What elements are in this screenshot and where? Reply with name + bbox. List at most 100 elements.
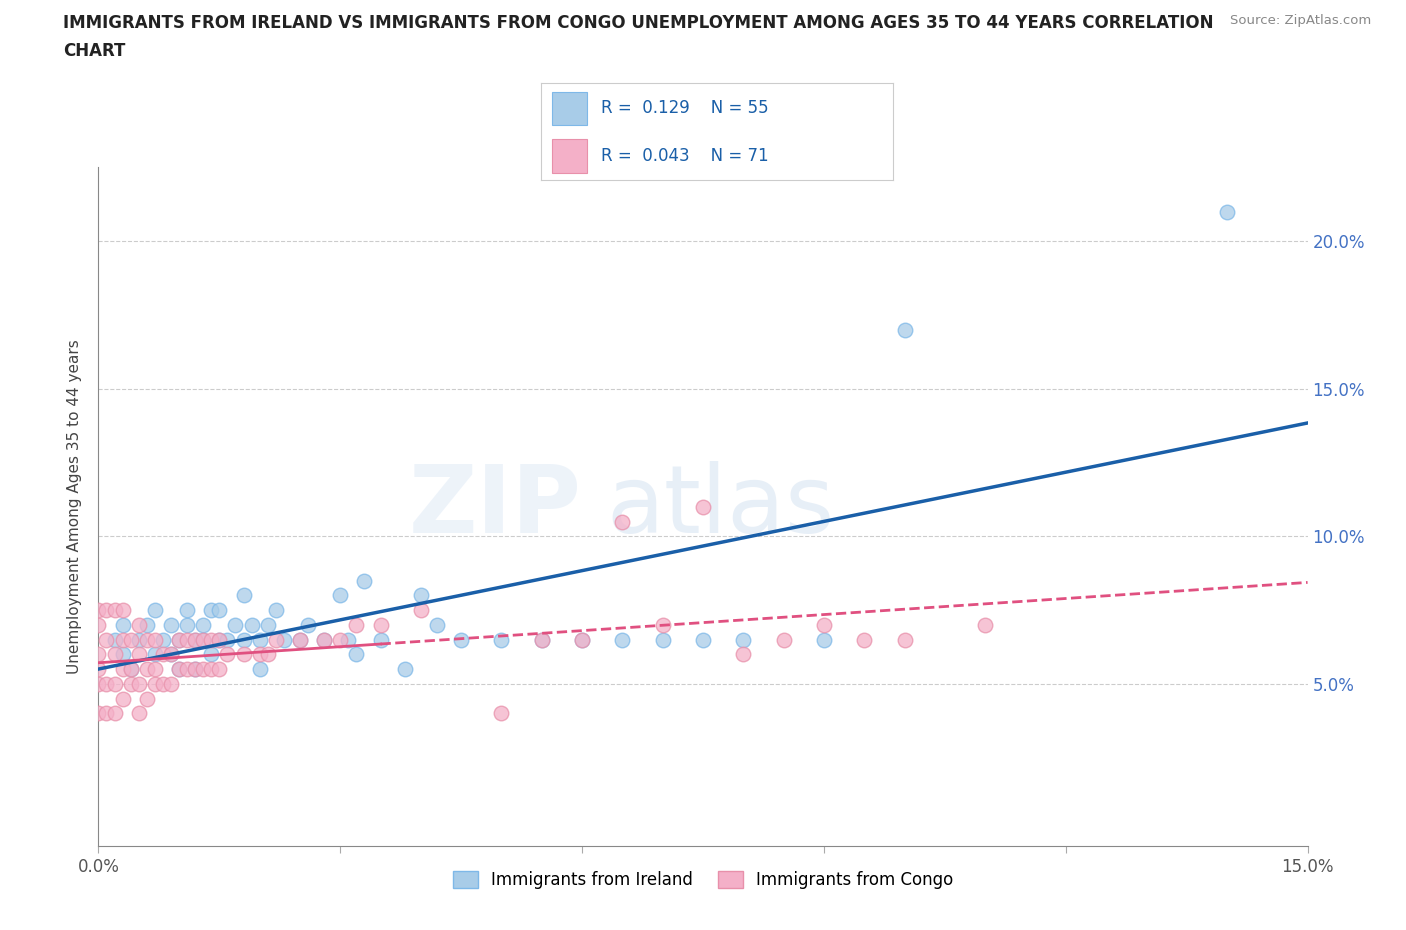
Point	[651, 632, 673, 647]
Legend: Immigrants from Ireland, Immigrants from Congo: Immigrants from Ireland, Immigrants from…	[446, 864, 960, 896]
Point	[200, 647, 222, 662]
Text: ZIP: ZIP	[409, 461, 582, 552]
Point	[264, 603, 287, 618]
Point	[111, 691, 134, 706]
Point	[111, 632, 134, 647]
Point	[249, 632, 271, 647]
Point	[176, 632, 198, 647]
Point	[530, 632, 553, 647]
Point	[143, 603, 166, 618]
Point	[135, 662, 157, 677]
Point	[208, 632, 231, 647]
Point	[232, 647, 254, 662]
Point	[111, 647, 134, 662]
FancyBboxPatch shape	[551, 91, 588, 125]
Point	[217, 632, 239, 647]
Point	[135, 618, 157, 632]
Text: R =  0.043    N = 71: R = 0.043 N = 71	[602, 147, 769, 165]
Point	[87, 603, 110, 618]
Y-axis label: Unemployment Among Ages 35 to 44 years: Unemployment Among Ages 35 to 44 years	[67, 339, 83, 674]
Point	[167, 662, 190, 677]
Point	[103, 647, 125, 662]
Point	[135, 691, 157, 706]
Point	[344, 647, 367, 662]
Point	[184, 662, 207, 677]
Point	[176, 618, 198, 632]
Point	[152, 647, 174, 662]
Point	[208, 603, 231, 618]
Text: R =  0.129    N = 55: R = 0.129 N = 55	[602, 100, 769, 117]
Point	[160, 647, 183, 662]
Point	[530, 632, 553, 647]
Point	[733, 647, 755, 662]
Point	[249, 647, 271, 662]
Point	[273, 632, 295, 647]
Point	[96, 706, 118, 721]
Point	[337, 632, 360, 647]
Point	[571, 632, 593, 647]
Point	[491, 706, 513, 721]
Point	[288, 632, 311, 647]
Point	[160, 647, 183, 662]
Point	[974, 618, 997, 632]
Point	[1216, 205, 1239, 219]
Point	[297, 618, 319, 632]
Point	[409, 603, 432, 618]
Point	[200, 603, 222, 618]
Point	[450, 632, 472, 647]
Point	[120, 662, 142, 677]
Point	[176, 603, 198, 618]
Point	[491, 632, 513, 647]
Point	[184, 632, 207, 647]
Point	[208, 632, 231, 647]
Point	[256, 647, 278, 662]
Point	[96, 676, 118, 691]
Point	[184, 662, 207, 677]
Point	[167, 632, 190, 647]
Point	[612, 632, 634, 647]
Point	[370, 618, 392, 632]
Point	[893, 323, 915, 338]
Point	[111, 662, 134, 677]
Text: atlas: atlas	[606, 461, 835, 552]
Point	[193, 618, 215, 632]
Point	[288, 632, 311, 647]
Point	[111, 603, 134, 618]
Point	[87, 662, 110, 677]
Point	[692, 632, 714, 647]
Point	[853, 632, 876, 647]
Point	[813, 632, 835, 647]
Point	[409, 588, 432, 603]
Point	[128, 632, 150, 647]
Point	[813, 618, 835, 632]
Point	[612, 514, 634, 529]
Point	[87, 647, 110, 662]
Point	[240, 618, 263, 632]
Point	[135, 632, 157, 647]
Text: CHART: CHART	[63, 42, 125, 60]
Point	[370, 632, 392, 647]
Point	[651, 618, 673, 632]
Point	[143, 662, 166, 677]
Point	[208, 662, 231, 677]
Text: IMMIGRANTS FROM IRELAND VS IMMIGRANTS FROM CONGO UNEMPLOYMENT AMONG AGES 35 TO 4: IMMIGRANTS FROM IRELAND VS IMMIGRANTS FR…	[63, 14, 1213, 32]
Point	[314, 632, 336, 647]
Point	[152, 676, 174, 691]
Point	[160, 676, 183, 691]
FancyBboxPatch shape	[551, 140, 588, 173]
Point	[394, 662, 416, 677]
Point	[96, 603, 118, 618]
Point	[103, 706, 125, 721]
Point	[87, 676, 110, 691]
Point	[143, 632, 166, 647]
Point	[103, 676, 125, 691]
Point	[264, 632, 287, 647]
Point	[128, 647, 150, 662]
Point	[232, 588, 254, 603]
Text: Source: ZipAtlas.com: Source: ZipAtlas.com	[1230, 14, 1371, 27]
Point	[143, 676, 166, 691]
Point	[249, 662, 271, 677]
Point	[167, 632, 190, 647]
Point	[256, 618, 278, 632]
Point	[176, 662, 198, 677]
